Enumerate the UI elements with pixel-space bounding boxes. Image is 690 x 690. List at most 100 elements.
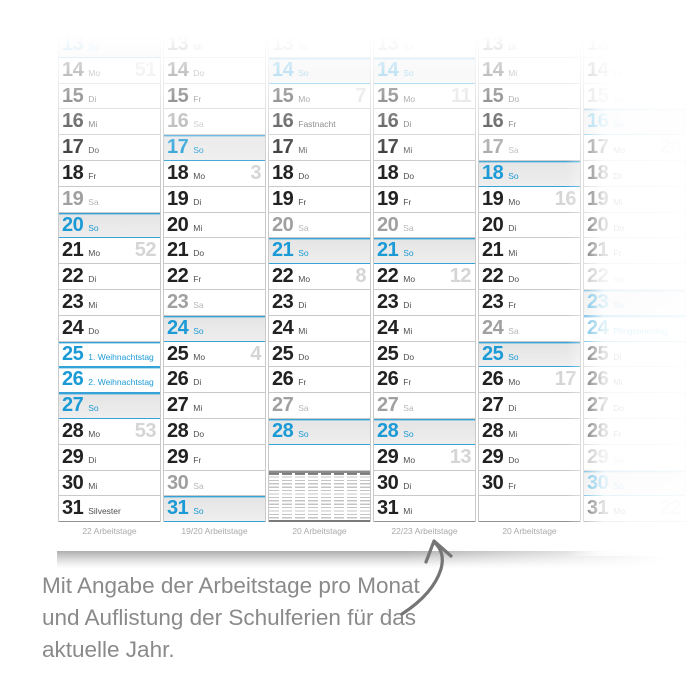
day-number: 28 (377, 419, 399, 442)
day-cell: 13 Mi (164, 32, 265, 58)
weekday-label: So (88, 42, 99, 52)
day-cell: 25 1. Weihnachtstag (59, 341, 160, 368)
weekday-label: Sa (193, 299, 204, 310)
day-number: 17 (167, 136, 189, 159)
day-number: 19 (587, 187, 609, 210)
day-cell: 25 Mo 4 (164, 341, 265, 368)
day-number: 18 (482, 161, 504, 184)
day-number: 16 (377, 110, 399, 133)
weekday-label: So (88, 222, 99, 233)
weekday-label: Di (88, 274, 97, 285)
day-number: 29 (482, 445, 504, 468)
day-cell: 21 So (374, 238, 475, 265)
week-number: 13 (449, 445, 472, 468)
weekday-label: So (403, 67, 414, 78)
weekday-label: Do (193, 67, 205, 78)
day-number: 29 (62, 445, 84, 468)
weekday-label: Mi (508, 428, 518, 439)
arrow-curve (400, 540, 444, 616)
weekday-label: Do (508, 93, 520, 104)
weekday-label: Mo (403, 454, 416, 465)
day-number: 28 (272, 419, 294, 442)
month-column-6: 13 Do 14 Fr 15 Sa 16 So 17 Mo 20 18 Di 19 Mi 20 Do 21 Fr 22… (583, 32, 686, 523)
day-number: 15 (482, 84, 504, 107)
weekday-label: Mi (193, 42, 203, 52)
weekday-label: Mo (88, 428, 101, 439)
day-number: 16 (482, 110, 504, 133)
day-number: 27 (482, 394, 504, 417)
day-cell: 19 Di (164, 186, 265, 213)
weekday-label: Do (613, 403, 625, 414)
day-cell: 18 Do (374, 160, 475, 187)
weekday-label: Di (403, 480, 412, 491)
day-number: 28 (62, 419, 84, 442)
day-number: 15 (272, 84, 294, 107)
day-number: 13 (482, 33, 504, 55)
empty-cell (479, 496, 580, 523)
week-number: 53 (134, 419, 157, 442)
workdays-label: 22 Arbeitstage (82, 526, 137, 536)
day-number: 29 (587, 445, 609, 468)
weekday-label: Fr (193, 93, 202, 104)
weekday-label: Do (88, 145, 100, 156)
day-number: 17 (482, 136, 504, 159)
day-cell: 16 Di (374, 109, 475, 136)
weekday-label: Do (88, 325, 100, 336)
day-cell: 18 Mo 3 (164, 160, 265, 187)
day-cell: 24 So (164, 315, 265, 342)
caption-line-2: und Auflistung der Schulferien für das (42, 605, 416, 630)
day-number: 30 (377, 471, 399, 494)
weekday-label: Silvester (88, 506, 121, 517)
day-cell: 24 Pfingstmontag (584, 315, 685, 342)
month-column-1: 13 So 14 Mo 51 15 Di 16 Mi 17 Do 18 Fr 19 Sa 20 So 21 Mo 52… (58, 32, 161, 523)
schulferien-table (269, 470, 370, 523)
day-number: 30 (587, 471, 609, 494)
week-number: 7 (355, 84, 366, 107)
day-cell: 29 Sa (584, 444, 685, 471)
weekday-label: Do (403, 351, 415, 362)
week-number: 17 (554, 368, 577, 391)
day-number: 25 (167, 342, 189, 365)
weekday-label: Fr (193, 274, 202, 285)
day-cell: 17 Sa (479, 135, 580, 161)
day-number: 18 (272, 161, 294, 184)
day-number: 21 (377, 239, 399, 262)
day-cell: 27 Sa (269, 393, 370, 419)
weekday-label: Sa (508, 145, 519, 156)
day-cell: 16 So (584, 109, 685, 136)
day-cell: 29 Fr (164, 444, 265, 471)
day-cell: 20 Sa (374, 212, 475, 239)
day-number: 20 (587, 213, 609, 236)
day-cell: 22 Mo 8 (269, 264, 370, 290)
day-number: 24 (167, 316, 189, 339)
weekday-label: Mo (193, 351, 206, 362)
weekday-label: Mi (403, 325, 413, 336)
day-cell: 15 Fr (164, 83, 265, 110)
day-cell: 25 Di (584, 341, 685, 368)
day-number: 14 (272, 58, 294, 81)
weekday-label: Fr (508, 119, 517, 130)
day-cell: 30 Di (374, 470, 475, 497)
day-cell: 20 Mi (164, 212, 265, 239)
day-number: 17 (62, 136, 84, 159)
day-number: 25 (62, 342, 84, 365)
day-number: 27 (272, 394, 294, 417)
weekday-label: Mo (298, 274, 311, 285)
day-cell: 15 Sa (584, 83, 685, 110)
day-cell: 20 So (59, 212, 160, 239)
day-number: 22 (62, 265, 84, 288)
day-cell: 28 So (269, 418, 370, 445)
day-number: 26 (377, 368, 399, 391)
day-cell: 15 Mo 7 (269, 83, 370, 110)
day-cell: 21 Do (164, 238, 265, 265)
weekday-label: So (298, 248, 309, 259)
day-number: 21 (167, 239, 189, 262)
day-number: 23 (272, 290, 294, 313)
day-number: 19 (377, 187, 399, 210)
weekday-label: Mo (508, 377, 521, 388)
weekday-label: Sa (403, 222, 414, 233)
weekday-label: Di (508, 222, 517, 233)
day-cell: 23 Di (269, 289, 370, 316)
day-cell: 14 So (374, 57, 475, 84)
week-number: 20 (659, 136, 682, 159)
